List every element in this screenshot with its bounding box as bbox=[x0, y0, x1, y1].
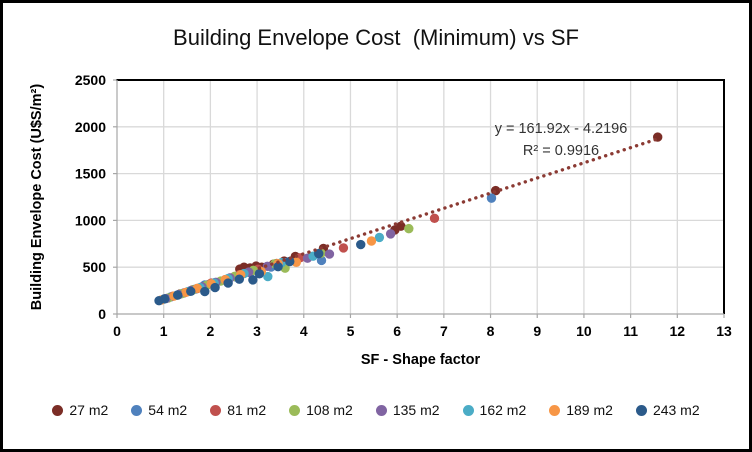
legend-marker-icon bbox=[549, 404, 561, 416]
legend-item-243-m2: 243 m2 bbox=[635, 402, 700, 418]
x-tick-label: 10 bbox=[576, 323, 592, 339]
legend-item-27-m2: 27 m2 bbox=[52, 402, 108, 418]
data-point bbox=[159, 294, 170, 304]
data-point bbox=[314, 248, 324, 259]
legend-label: 162 m2 bbox=[479, 402, 527, 418]
data-point bbox=[356, 239, 366, 250]
x-tick-label: 9 bbox=[533, 323, 541, 339]
legend-item-135-m2: 135 m2 bbox=[375, 402, 440, 418]
data-point bbox=[248, 275, 258, 285]
legend-item-81-m2: 81 m2 bbox=[210, 402, 266, 418]
axis-titles: SF - Shape factor Building Envelope Cost … bbox=[29, 84, 480, 368]
y-tick-label: 2500 bbox=[75, 72, 106, 88]
trendline-equation-text: y = 161.92x - 4.2196 bbox=[495, 121, 628, 137]
y-tick-label: 1500 bbox=[75, 166, 106, 182]
legend-marker-icon bbox=[635, 404, 647, 416]
x-tick-label: 8 bbox=[487, 323, 495, 339]
x-tick-label: 7 bbox=[440, 323, 448, 339]
gridlines bbox=[117, 79, 725, 314]
y-axis: 0 500 1000 1500 2000 2500 bbox=[75, 72, 117, 322]
legend-label: 108 m2 bbox=[306, 402, 353, 418]
data-point bbox=[223, 278, 233, 288]
data-point bbox=[273, 262, 283, 272]
plot-area: 0 1 2 3 4 5 6 7 8 9 10 11 12 1305001000150020002500SF… bbox=[29, 72, 732, 368]
data-point bbox=[429, 213, 440, 224]
data-point bbox=[324, 249, 335, 259]
x-tick-label: 6 bbox=[393, 323, 401, 339]
x-tick-label: 4 bbox=[300, 323, 308, 339]
legend-item-54-m2: 54 m2 bbox=[131, 402, 187, 418]
data-point bbox=[186, 286, 196, 297]
trendline-r-squared-text: R² = 0.9916 bbox=[523, 143, 599, 159]
trendline-equation: y = 161.92x - 4.2196 R² = 0.9916 bbox=[495, 121, 628, 159]
y-tick-label: 0 bbox=[98, 306, 106, 322]
legend-label: 189 m2 bbox=[566, 402, 613, 418]
data-point bbox=[396, 221, 406, 231]
x-tick-label: 2 bbox=[206, 323, 214, 339]
x-tick-label: 3 bbox=[253, 323, 261, 339]
data-point bbox=[404, 223, 414, 234]
legend-item-108-m2: 108 m2 bbox=[289, 402, 353, 418]
legend-item-189-m2: 189 m2 bbox=[549, 402, 613, 418]
x-tick-label: 11 bbox=[623, 323, 638, 339]
x-tick-label: 13 bbox=[716, 323, 732, 339]
y-tick-label: 500 bbox=[83, 259, 107, 275]
legend-label: 135 m2 bbox=[392, 402, 440, 418]
legend-marker-icon bbox=[462, 404, 474, 416]
data-point bbox=[234, 274, 245, 284]
x-tick-label: 12 bbox=[670, 323, 686, 339]
x-tick-label: 0 bbox=[113, 323, 121, 339]
data-point bbox=[374, 232, 385, 243]
trendline bbox=[257, 137, 660, 270]
legend-marker-icon bbox=[375, 404, 387, 416]
legend-marker-icon bbox=[210, 404, 222, 416]
x-axis: 0 1 2 3 4 5 6 7 8 9 10 11 12 13 bbox=[113, 314, 732, 339]
legend-label: 81 m2 bbox=[227, 402, 267, 418]
legend-item-162-m2: 162 m2 bbox=[462, 402, 527, 418]
x-tick-label: 5 bbox=[347, 323, 355, 339]
data-point bbox=[285, 256, 295, 267]
plot-border bbox=[116, 79, 725, 315]
data-point bbox=[366, 236, 377, 246]
data-point bbox=[486, 193, 497, 203]
legend-label: 54 m2 bbox=[148, 402, 188, 418]
data-point bbox=[173, 290, 183, 300]
data-point bbox=[385, 229, 396, 239]
data-point bbox=[338, 243, 349, 253]
data-point bbox=[210, 282, 220, 293]
chart-title: Building Envelope Cost (Minimum) vs SF bbox=[173, 25, 579, 50]
y-axis-title: Building Envelope Cost (U$S/m²) bbox=[29, 84, 45, 311]
data-points-243-m2 bbox=[154, 239, 366, 306]
legend-label: 243 m2 bbox=[652, 402, 700, 418]
chart-legend: 27 m2 54 m2 81 m2 108 m2 135 m2 162 m2 189 m2 2… bbox=[3, 402, 749, 418]
y-tick-label: 1000 bbox=[75, 212, 106, 228]
legend-marker-icon bbox=[289, 404, 301, 416]
data-point bbox=[263, 271, 273, 282]
legend-marker-icon bbox=[131, 404, 143, 416]
legend-label: 27 m2 bbox=[69, 402, 109, 418]
x-tick-label: 1 bbox=[160, 323, 168, 339]
x-axis-title: SF - Shape factor bbox=[361, 352, 481, 368]
legend-marker-icon bbox=[52, 404, 64, 416]
data-point bbox=[200, 286, 210, 297]
data-point bbox=[254, 269, 265, 279]
y-tick-label: 2000 bbox=[75, 119, 106, 135]
